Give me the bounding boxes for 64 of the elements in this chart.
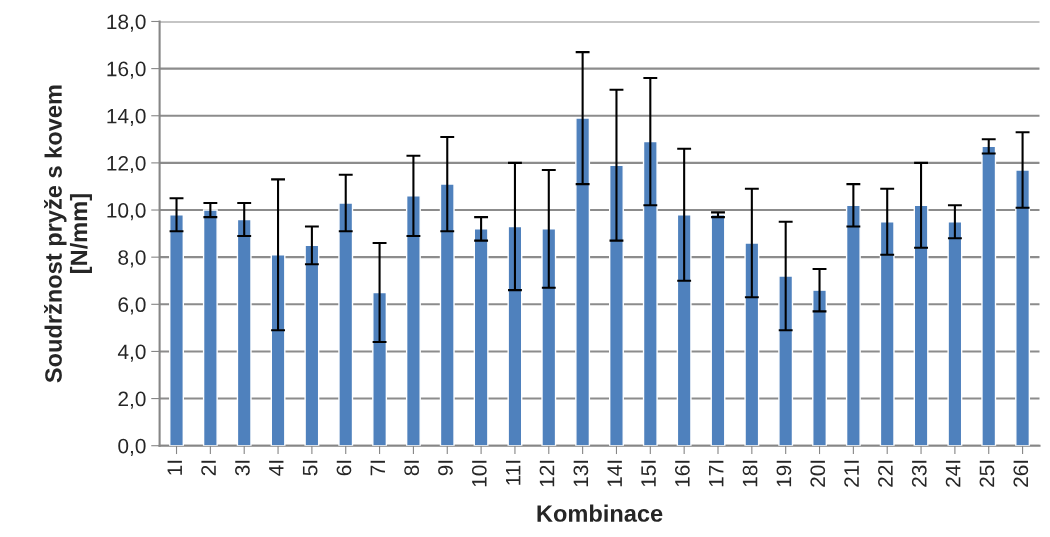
- x-tick-label: 18I: [742, 460, 758, 487]
- x-tick-label: 26I: [1013, 460, 1029, 487]
- y-tick-label: 12,0: [107, 155, 146, 174]
- bar: [439, 183, 455, 446]
- x-tick-label: 6I: [336, 460, 352, 476]
- x-tick-label: 20I: [810, 460, 826, 487]
- bar: [609, 164, 624, 446]
- bar: [473, 228, 489, 446]
- x-tick-label: 19I: [776, 460, 792, 487]
- bar: [913, 204, 929, 446]
- x-tick-label: 4I: [269, 460, 284, 476]
- bar: [304, 244, 320, 446]
- y-tick-label: 10,0: [107, 203, 146, 221]
- x-axis-title: Kombinace: [537, 504, 663, 522]
- bar: [744, 242, 760, 446]
- bar: [879, 221, 895, 446]
- x-tick-label: 24I: [945, 460, 961, 487]
- bar: [541, 228, 557, 446]
- x-tick-label: 7I: [370, 460, 385, 476]
- x-tick-label: 23I: [911, 460, 927, 487]
- bar: [169, 214, 184, 446]
- y-tick-label: 6,0: [118, 297, 146, 315]
- x-tick-label: 5I: [302, 460, 318, 476]
- x-tick-label: 3I: [235, 460, 250, 476]
- x-tick-label: 2I: [201, 460, 216, 476]
- y-tick-label: 16,0: [107, 61, 146, 79]
- bar: [1015, 169, 1031, 446]
- x-tick-label: 15I: [641, 460, 656, 487]
- x-tick-label: 10I: [471, 460, 487, 487]
- y-axis-title: Soudržnost pryže s kovem [N/mm]: [44, 85, 92, 383]
- x-tick-label: 11I: [506, 460, 521, 485]
- bar: [270, 254, 286, 446]
- bar: [642, 140, 658, 446]
- x-tick-label: 8I: [404, 460, 420, 476]
- bar: [236, 218, 252, 446]
- x-tick-label: 16I: [675, 460, 690, 487]
- bar: [778, 275, 794, 446]
- x-tick-label: 1I: [167, 460, 182, 475]
- y-tick-label: 0,0: [118, 438, 146, 456]
- x-tick-label: 21I: [844, 460, 859, 487]
- bar: [812, 289, 827, 446]
- bar: [507, 225, 523, 446]
- x-tick-label: 9I: [438, 460, 453, 476]
- y-tick-label: 8,0: [118, 250, 146, 268]
- y-tick-label: 14,0: [107, 108, 146, 126]
- bar: [405, 195, 421, 446]
- bar: [372, 291, 388, 446]
- x-tick-label: 22I: [878, 460, 893, 487]
- y-tick-label: 2,0: [118, 391, 146, 409]
- x-tick-label: 25I: [979, 460, 995, 487]
- x-tick-label: 12I: [539, 460, 555, 487]
- bar: [338, 202, 354, 446]
- bar: [845, 204, 861, 446]
- y-tick-label: 4,0: [117, 344, 146, 362]
- bar: [981, 145, 997, 446]
- bar: [676, 214, 692, 446]
- bar: [947, 221, 963, 446]
- x-tick-label: 14I: [607, 460, 622, 487]
- x-tick-label: 17I: [709, 460, 724, 487]
- bar: [202, 209, 218, 446]
- bar: [710, 214, 726, 446]
- bar: [575, 117, 591, 446]
- x-tick-label: 13I: [573, 460, 589, 487]
- y-tick-label: 18,0: [107, 14, 146, 32]
